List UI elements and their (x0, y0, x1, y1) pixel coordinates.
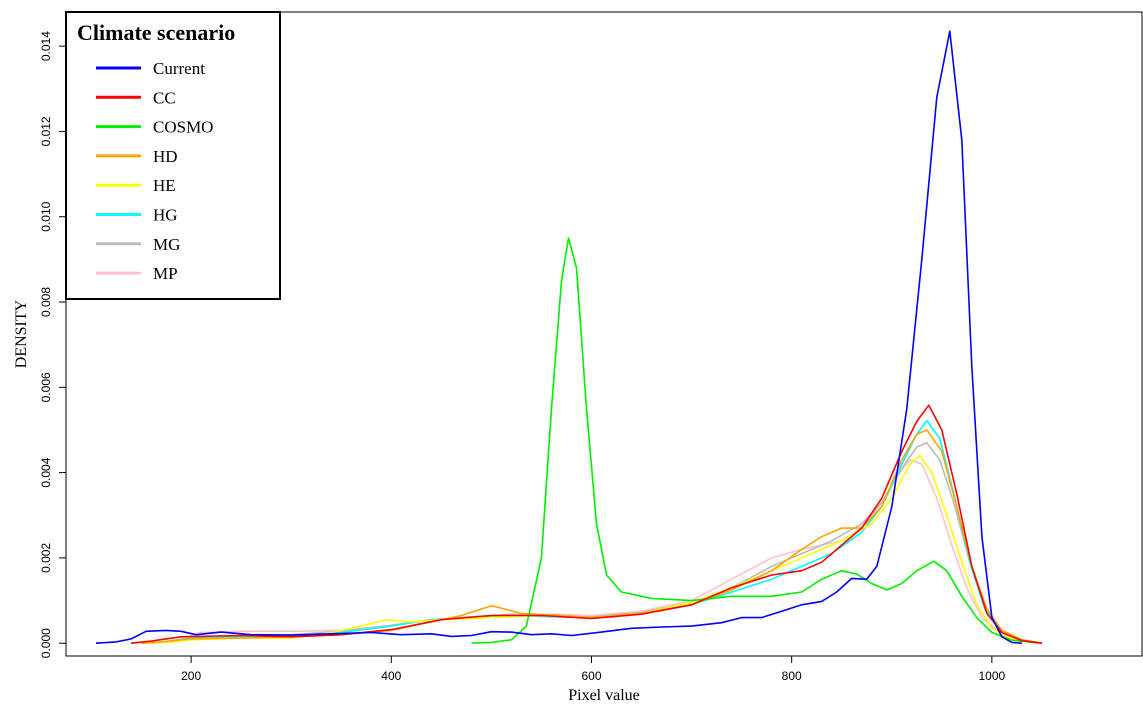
y-tick-label: 0.004 (39, 457, 53, 487)
series-line-cc (131, 404, 1043, 644)
legend-label-hd: HD (153, 147, 178, 166)
y-tick-label: 0.010 (39, 201, 53, 231)
legend-label-hg: HG (153, 206, 178, 225)
x-axis: 200 400 600 800 1000 (181, 655, 1006, 683)
legend-label-he: HE (153, 176, 176, 195)
series-line-current (95, 30, 1022, 644)
x-tick-label: 1000 (979, 669, 1006, 683)
x-tick-label: 600 (581, 669, 601, 683)
x-tick-label: 200 (181, 669, 201, 683)
legend-label-current: Current (153, 59, 205, 78)
y-tick-label: 0.002 (39, 543, 53, 573)
y-tick-label: 0.008 (39, 287, 53, 317)
legend-label-cc: CC (153, 88, 176, 107)
y-axis: 0.000 0.002 0.004 0.006 0.008 0.010 0.012 0.014 (39, 31, 67, 658)
y-tick-label: 0.014 (39, 31, 53, 61)
series-layer (95, 30, 1043, 644)
y-axis-title: DENSITY (13, 299, 30, 368)
series-line-mg (151, 442, 1043, 644)
legend-label-cosmo: COSMO (153, 118, 213, 137)
legend-label-mg: MG (153, 235, 180, 254)
legend: Climate scenario Current CC COSMO HD HE HG MG M… (65, 11, 281, 300)
legend-label-mp: MP (153, 264, 178, 283)
legend-items: Current CC COSMO HD HE HG MG MP (96, 59, 213, 283)
y-tick-label: 0.006 (39, 372, 53, 402)
x-tick-label: 400 (381, 669, 401, 683)
x-tick-label: 800 (782, 669, 802, 683)
y-tick-label: 0.012 (39, 116, 53, 146)
x-axis-title: Pixel value (568, 687, 640, 704)
legend-title: Climate scenario (77, 20, 235, 45)
y-tick-label: 0.000 (39, 628, 53, 658)
series-line-hg (141, 419, 1043, 644)
series-line-cosmo (471, 237, 1042, 644)
